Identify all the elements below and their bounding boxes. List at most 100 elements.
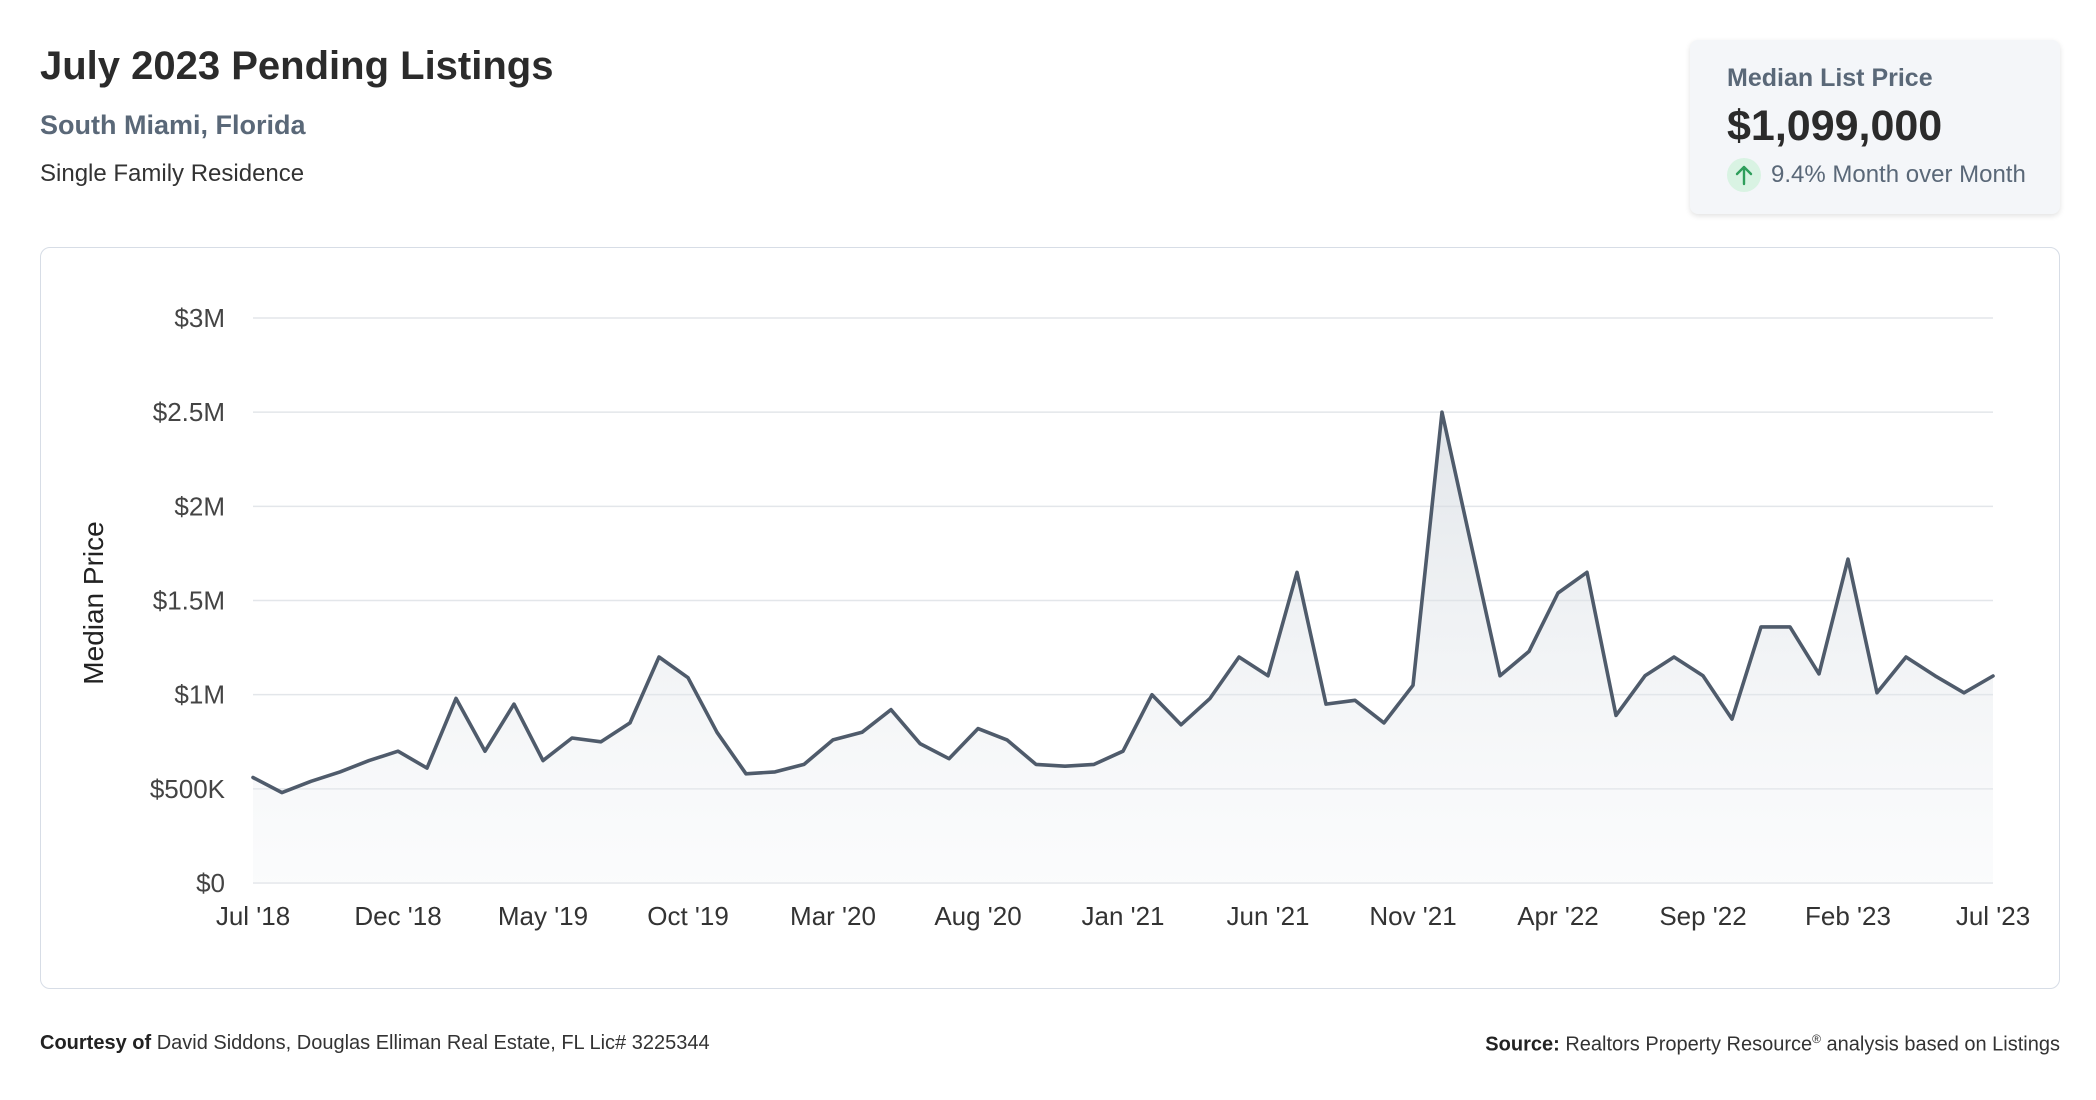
- registered-mark: ®: [1812, 1032, 1821, 1046]
- data-point: [1410, 682, 1416, 688]
- data-point: [250, 775, 256, 781]
- data-point: [1845, 556, 1851, 562]
- x-tick-label: Jan '21: [1081, 901, 1164, 931]
- x-tick-label: Jul '18: [216, 901, 290, 931]
- data-point: [1091, 761, 1097, 767]
- data-point: [1700, 673, 1706, 679]
- data-point: [859, 729, 865, 735]
- data-point: [1033, 761, 1039, 767]
- y-tick-label: $1.5M: [153, 586, 225, 616]
- data-point: [1729, 716, 1735, 722]
- data-point: [482, 748, 488, 754]
- data-point: [1120, 748, 1126, 754]
- data-point: [1265, 673, 1271, 679]
- series-line: [251, 410, 1995, 795]
- data-point: [1961, 690, 1967, 696]
- data-point: [598, 739, 604, 745]
- source-label: Source:: [1485, 1033, 1560, 1056]
- data-point: [1671, 654, 1677, 660]
- data-point: [337, 769, 343, 775]
- arrow-up-icon: [1727, 158, 1761, 192]
- data-point: [685, 675, 691, 681]
- data-point: [1758, 624, 1764, 630]
- data-point: [1787, 624, 1793, 630]
- x-tick-label: Dec '18: [354, 901, 441, 931]
- data-point: [1004, 737, 1010, 743]
- source-text-suffix: analysis based on Listings: [1820, 1033, 2061, 1056]
- data-point: [1642, 673, 1648, 679]
- data-point: [1381, 720, 1387, 726]
- data-point: [975, 726, 981, 732]
- x-axis-ticks: Jul '18 Dec '18 May '19 Oct '19 Mar '20 Aug '…: [216, 901, 2030, 931]
- source-text: Realtors Property Resource: [1565, 1033, 1813, 1056]
- chart-container: $0 $500K $1M $1.5M $2M $2.5M $3M Jul '18 Dec '1…: [40, 247, 2060, 989]
- data-point: [1149, 692, 1155, 698]
- x-tick-label: Aug '20: [934, 901, 1021, 931]
- data-point: [772, 769, 778, 775]
- data-point: [395, 748, 401, 754]
- data-point: [366, 758, 372, 764]
- data-point: [1207, 695, 1213, 701]
- data-point: [1236, 654, 1242, 660]
- x-tick-label: Jun '21: [1226, 901, 1309, 931]
- data-point: [1468, 541, 1474, 547]
- x-tick-label: Oct '19: [647, 901, 729, 931]
- y-axis-label: Median Price: [78, 521, 109, 684]
- data-point: [1903, 654, 1909, 660]
- stat-change-text: 9.4% Month over Month: [1771, 161, 2026, 188]
- median-price-chart: $0 $500K $1M $1.5M $2M $2.5M $3M Jul '18 Dec '1…: [78, 303, 2030, 931]
- y-tick-label: $0: [196, 868, 225, 898]
- data-point: [946, 756, 952, 762]
- data-point: [1990, 673, 1996, 679]
- stat-label: Median List Price: [1727, 64, 1933, 92]
- courtesy-label: Courtesy of: [40, 1032, 152, 1054]
- property-type: Single Family Residence: [40, 160, 305, 187]
- series-area: [253, 412, 1993, 883]
- data-point: [453, 695, 459, 701]
- data-point: [1555, 590, 1561, 596]
- data-point: [1874, 690, 1880, 696]
- data-point: [1526, 648, 1532, 654]
- location-subtitle: South Miami, Florida: [40, 110, 306, 140]
- data-point: [888, 707, 894, 713]
- data-point: [1062, 763, 1068, 769]
- page-title: July 2023 Pending Listings: [40, 44, 554, 88]
- data-point: [511, 701, 517, 707]
- data-point: [569, 735, 575, 741]
- data-point: [1323, 701, 1329, 707]
- y-tick-label: $500K: [150, 774, 226, 804]
- data-point: [308, 778, 314, 784]
- courtesy-text: David Siddons, Douglas Elliman Real Esta…: [156, 1032, 710, 1054]
- y-tick-label: $2.5M: [153, 397, 225, 427]
- data-point: [279, 790, 285, 796]
- y-tick-label: $2M: [174, 491, 225, 521]
- data-point: [801, 761, 807, 767]
- x-tick-label: Nov '21: [1369, 901, 1456, 931]
- median-list-price-card: Median List Price $1,099,000 9.4% Month …: [1690, 40, 2060, 214]
- stat-value: $1,099,000: [1727, 102, 1943, 150]
- x-tick-label: Feb '23: [1805, 901, 1891, 931]
- x-tick-label: Apr '22: [1517, 901, 1599, 931]
- source-footer: Source: Realtors Property Resource® anal…: [1485, 1032, 2060, 1057]
- x-tick-label: May '19: [498, 901, 588, 931]
- y-tick-label: $1M: [174, 680, 225, 710]
- courtesy-footer: Courtesy of David Siddons, Douglas Ellim…: [40, 1032, 710, 1055]
- data-point: [424, 765, 430, 771]
- y-tick-label: $3M: [174, 303, 225, 333]
- y-axis-ticks: $0 $500K $1M $1.5M $2M $2.5M $3M: [150, 303, 226, 898]
- data-point: [1439, 409, 1445, 415]
- data-point: [830, 737, 836, 743]
- data-point: [540, 758, 546, 764]
- data-point: [1497, 673, 1503, 679]
- data-point: [1613, 712, 1619, 718]
- data-point: [743, 771, 749, 777]
- data-point: [1584, 569, 1590, 575]
- stat-change: 9.4% Month over Month: [1727, 158, 2026, 192]
- data-point: [656, 654, 662, 660]
- x-tick-label: Jul '23: [1956, 901, 2030, 931]
- x-tick-label: Sep '22: [1659, 901, 1746, 931]
- data-point: [1352, 697, 1358, 703]
- data-point: [917, 741, 923, 747]
- data-point: [714, 729, 720, 735]
- data-point: [1932, 673, 1938, 679]
